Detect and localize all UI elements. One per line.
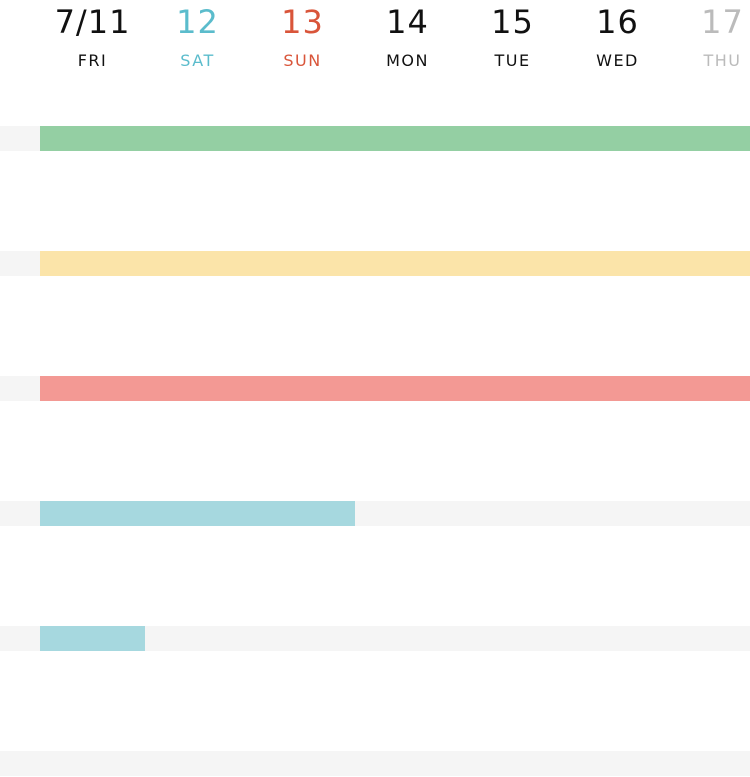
day-number: 7/11 [54,3,131,41]
timeline-row[interactable] [0,376,750,401]
timeline-row[interactable] [0,626,750,651]
event-bar[interactable] [40,626,145,651]
day-name: MON [386,51,429,70]
day-name: TUE [494,51,531,70]
timeline-row[interactable] [0,126,750,151]
timeline-row[interactable] [0,501,750,526]
day-number: 16 [596,3,639,41]
day-name: THU [703,51,742,70]
event-bar[interactable] [40,376,750,401]
day-number: 13 [281,3,324,41]
day-number: 17 [701,3,744,41]
event-bar[interactable] [40,501,355,526]
day-number: 15 [491,3,534,41]
day-name: FRI [77,51,108,70]
day-name: WED [596,51,639,70]
day-number: 12 [176,3,219,41]
event-bar[interactable] [40,251,750,276]
date-header: 7/11 FRI 12 SAT 13 SUN 14 MON 15 TUE 16 … [0,0,750,80]
day-name: SAT [180,51,215,70]
day-number: 14 [386,3,429,41]
timeline-row[interactable] [0,751,750,776]
event-bar[interactable] [40,126,750,151]
day-name: SUN [283,51,322,70]
timeline-row[interactable] [0,251,750,276]
